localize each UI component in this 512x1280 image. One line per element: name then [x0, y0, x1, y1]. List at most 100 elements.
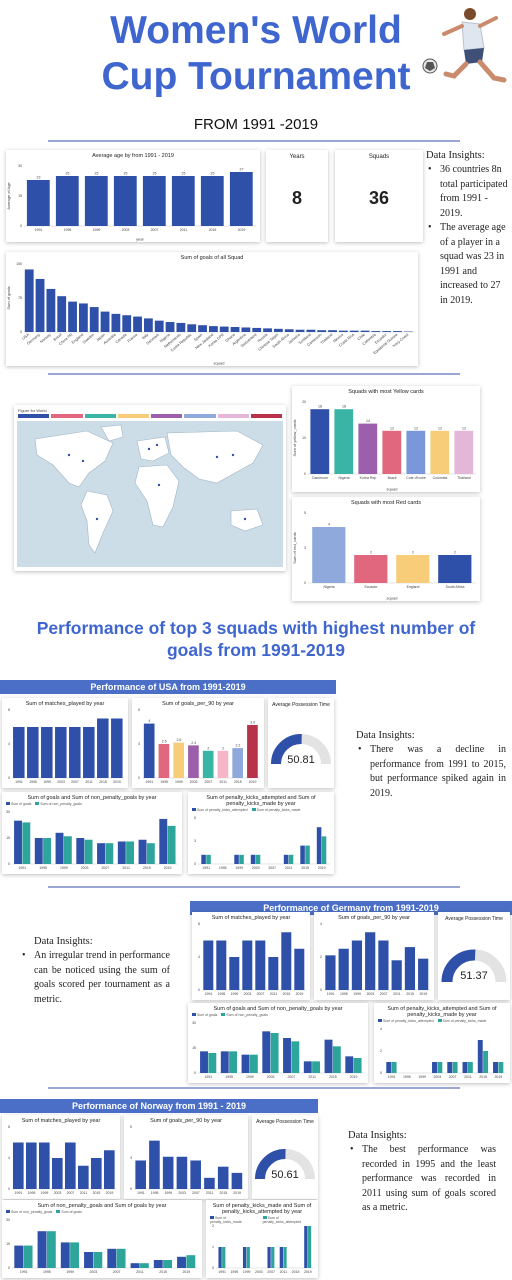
y-tick-label: 0 [380, 1071, 382, 1075]
nor-goals-np-title: Sum of non_penalty_goals and Sum of goal… [37, 1203, 167, 1209]
x-tick-label: 2015 [406, 992, 414, 996]
bar [55, 832, 64, 864]
bar [231, 1172, 243, 1189]
ger-penalty-chart: 0 2 4 1991 1995 1999 2003 2007 2011 2015 2019 [380, 1027, 506, 1079]
x-tick-label: 1991 [327, 992, 335, 996]
x-tick-label: 1999 [175, 780, 183, 784]
bar [452, 1062, 458, 1073]
ger-goals-np-title: Sum of goals and Sum of non_penalty_goal… [213, 1006, 343, 1012]
bar [321, 836, 327, 864]
ger-goals-np-legend: Sum of goals Sum of non_penalty_goals [192, 1013, 268, 1017]
bar [406, 430, 426, 474]
data-label: 2.5 [162, 740, 167, 744]
insight-item: There was a decline in performance from … [356, 743, 506, 801]
page-subtitle: FROM 1991 -2019 [193, 116, 319, 133]
bar [349, 330, 359, 332]
legend-label: Sum of penalty_kicks_made [210, 1216, 242, 1224]
map-title: Figure for World [18, 408, 47, 413]
x-axis-label: squad [387, 487, 398, 492]
x-tick-label: 2003 [190, 780, 198, 784]
bar [358, 423, 378, 474]
europe-shape [136, 436, 170, 462]
x-tick-label: 2007 [204, 780, 212, 784]
x-tick-label: 2011 [206, 1191, 214, 1195]
x-tick-label: 2003 [81, 866, 89, 870]
bar [281, 932, 292, 990]
data-label: 25 [211, 172, 215, 176]
yellow-cards-panel: Squads with most Yellow cards 0 10 20 18 Cam… [292, 386, 480, 492]
bar [37, 1231, 47, 1268]
insight-item: The average age of a player in a squad w… [426, 221, 510, 308]
bar [142, 176, 166, 226]
y-tick-label: 4 [380, 1027, 382, 1031]
bar [218, 1247, 222, 1268]
bar [188, 745, 199, 778]
x-tick-label: 2003 [267, 1075, 275, 1079]
x-tick-label: 2011 [219, 780, 227, 784]
bar [268, 957, 279, 990]
bar [365, 932, 376, 990]
bar [26, 180, 50, 226]
bar [291, 1041, 300, 1073]
bar [263, 328, 272, 332]
data-label: 2 [454, 551, 456, 555]
x-tick-label: 2019 [318, 866, 326, 870]
y-tick-label: 0 [20, 330, 22, 334]
years-kpi-label: Years [289, 154, 305, 160]
legend-label: Sum of goals [61, 1210, 82, 1214]
y-tick-label: 15 [6, 836, 10, 840]
x-tick-label: 2003 [122, 228, 130, 232]
bar [51, 1158, 63, 1189]
bar [391, 1062, 397, 1073]
x-tick-label: 2003 [433, 1075, 441, 1079]
bar [295, 329, 305, 332]
title-line-1: Women's World [110, 9, 402, 52]
x-tick-label: 2019 [113, 780, 121, 784]
bar [97, 843, 105, 864]
bar [90, 1158, 102, 1189]
y-tick-label: 30 [192, 1021, 196, 1025]
x-tick-label: 2019 [350, 1075, 358, 1079]
x-tick-label: 1991 [205, 992, 213, 996]
data-label: 18 [318, 405, 322, 409]
bar [273, 328, 283, 332]
bar [69, 727, 81, 778]
x-tick-label: 2011 [80, 1191, 88, 1195]
bar [139, 1263, 149, 1268]
y-tick-label: 5 [194, 816, 196, 820]
y-tick-label: 5 [130, 1125, 132, 1129]
bar [57, 296, 67, 332]
bar [43, 838, 52, 864]
ger-matches-title: Sum of matches_played by year [211, 915, 291, 921]
bar [241, 327, 251, 332]
x-tick-label: 2015 [479, 1075, 487, 1079]
bar [14, 820, 22, 864]
nor-goals-np-panel: Sum of non_penalty_goals and Sum of goal… [2, 1200, 202, 1278]
bar [354, 555, 388, 583]
bar [22, 822, 31, 864]
x-tick-label: 1999 [164, 1191, 172, 1195]
bar [167, 825, 176, 864]
years-kpi-card: Years 8 [266, 150, 328, 242]
squads-kpi-card: Squads 36 [335, 150, 423, 242]
x-tick-label: Norway [39, 333, 52, 344]
bar [208, 1053, 217, 1073]
y-tick-label: 0 [8, 1266, 10, 1270]
x-tick-label: 1995 [230, 1270, 238, 1274]
bar [328, 330, 337, 332]
bar [437, 1062, 443, 1073]
bar [334, 409, 354, 474]
bar [177, 1256, 186, 1268]
x-tick-label: 2019 [106, 1191, 114, 1195]
x-tick-label: 2019 [164, 866, 172, 870]
north-america-shape [34, 430, 114, 488]
bar [229, 172, 253, 226]
x-tick-label: 2015 [292, 1270, 300, 1274]
y-tick-label: 2 [380, 1049, 382, 1053]
bar [77, 1165, 89, 1189]
x-tick-label: 1995 [403, 1075, 411, 1079]
x-tick-label: 1991 [137, 1191, 145, 1195]
bar [305, 845, 310, 864]
x-tick-label: 1995 [28, 1191, 36, 1195]
bar [13, 727, 25, 778]
